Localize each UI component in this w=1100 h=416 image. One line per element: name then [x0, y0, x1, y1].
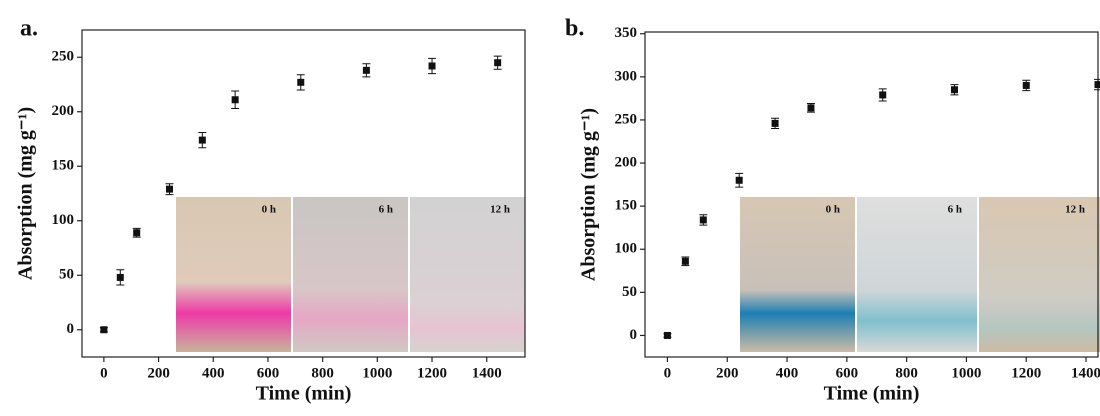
- y-tick-label: 250: [52, 49, 75, 65]
- data-point: [736, 177, 743, 184]
- data-point: [772, 120, 779, 127]
- photo-insets-b: [740, 197, 1100, 352]
- y-tick-label: 300: [615, 68, 638, 84]
- photo: [740, 197, 855, 352]
- data-point: [1095, 81, 1100, 88]
- photo: [176, 197, 291, 352]
- x-tick-label: 1400: [1071, 365, 1100, 381]
- data-point: [363, 67, 370, 74]
- photo-label: 6 h: [379, 204, 393, 216]
- x-tick-label: 1000: [951, 365, 981, 381]
- panel-label: b.: [565, 16, 584, 42]
- data-point: [951, 86, 958, 93]
- x-tick-label: 800: [895, 365, 918, 381]
- data-point: [117, 274, 124, 281]
- y-tick-label: 150: [615, 198, 638, 214]
- x-tick-label: 1200: [1011, 365, 1041, 381]
- data-point: [879, 91, 886, 98]
- x-tick-label: 1200: [417, 365, 447, 381]
- data-point: [700, 216, 707, 223]
- y-tick-label: 200: [52, 103, 75, 119]
- x-tick-label: 600: [836, 365, 859, 381]
- x-axis-title: Time (min): [256, 383, 352, 405]
- photo-insets-a: [176, 197, 525, 352]
- y-tick-label: 0: [67, 321, 75, 337]
- y-tick-label: 50: [59, 267, 74, 283]
- y-tick-label: 150: [52, 158, 75, 174]
- y-tick-label: 100: [615, 241, 638, 257]
- x-tick-label: 0: [664, 365, 672, 381]
- x-tick-label: 1000: [362, 365, 392, 381]
- photo: [293, 197, 408, 352]
- data-point: [166, 186, 173, 193]
- x-tick-label: 1400: [472, 365, 502, 381]
- x-tick-label: 0: [100, 365, 108, 381]
- photo: [410, 197, 525, 352]
- figure: 0501001502002500200400600800100012001400…: [0, 0, 1100, 416]
- x-tick-label: 200: [716, 365, 739, 381]
- data-point: [1023, 82, 1030, 89]
- y-tick-label: 350: [615, 25, 638, 41]
- data-point: [199, 137, 206, 144]
- x-tick-label: 400: [202, 365, 225, 381]
- x-tick-label: 800: [311, 365, 334, 381]
- x-tick-label: 600: [257, 365, 280, 381]
- data-point: [494, 59, 501, 66]
- photo: [857, 197, 977, 352]
- y-tick-label: 0: [630, 327, 638, 343]
- x-tick-label: 200: [147, 365, 170, 381]
- data-point: [232, 96, 239, 103]
- y-tick-label: 50: [622, 284, 637, 300]
- y-tick-label: 250: [615, 111, 638, 127]
- data-point: [682, 258, 689, 265]
- data-point: [100, 326, 107, 333]
- photo-label: 0 h: [826, 204, 840, 216]
- y-axis-title: Absorption (mg g⁻¹): [578, 108, 600, 281]
- panel-label: a.: [20, 16, 38, 42]
- y-tick-label: 200: [615, 154, 638, 170]
- data-point: [664, 332, 671, 339]
- data-point: [807, 104, 814, 111]
- photo-label: 0 h: [262, 204, 276, 216]
- y-axis-title: Absorption (mg g⁻¹): [15, 107, 37, 280]
- data-point: [297, 79, 304, 86]
- data-point: [133, 229, 140, 236]
- photo: [979, 197, 1100, 352]
- x-axis-title: Time (min): [824, 383, 920, 405]
- x-tick-label: 400: [776, 365, 799, 381]
- y-tick-label: 100: [52, 212, 75, 228]
- photo-label: 12 h: [490, 204, 510, 216]
- data-point: [429, 62, 436, 69]
- photo-label: 6 h: [948, 204, 962, 216]
- photo-label: 12 h: [1065, 204, 1085, 216]
